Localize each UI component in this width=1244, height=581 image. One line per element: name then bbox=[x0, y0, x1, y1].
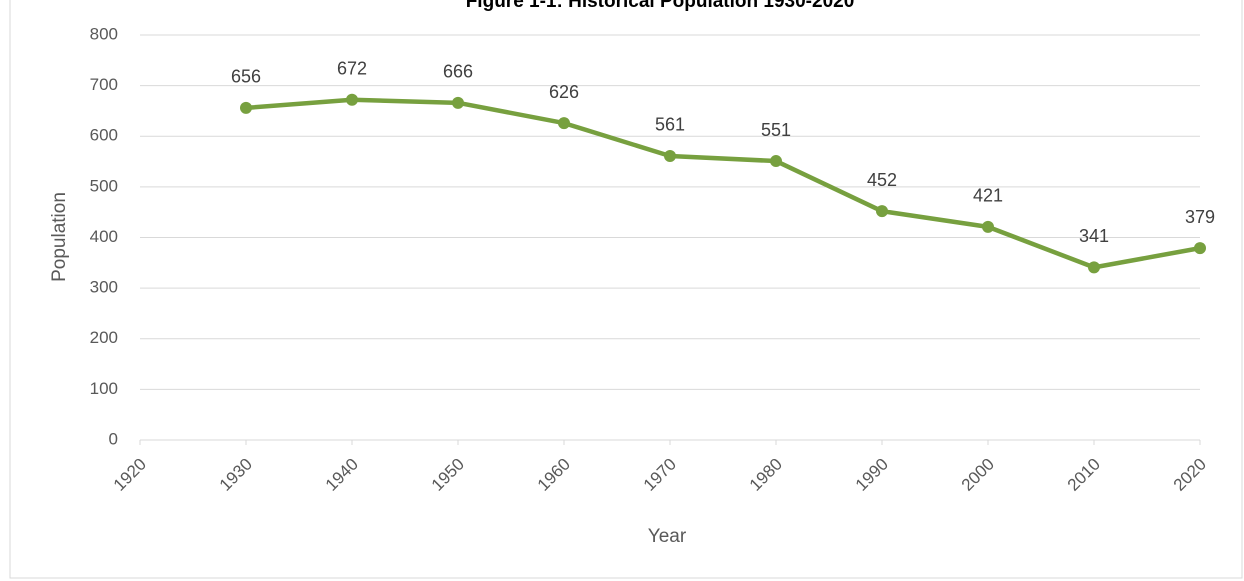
chart-title: Figure 1-1: Historical Population 1930-2… bbox=[466, 0, 855, 12]
line bbox=[245, 97, 1201, 270]
data-label: 452 bbox=[867, 170, 897, 190]
x-tick-label: 2000 bbox=[958, 455, 998, 495]
point bbox=[346, 93, 358, 106]
y-axis-label: Population bbox=[49, 192, 70, 282]
y-tick-label: 500 bbox=[90, 176, 118, 195]
point bbox=[558, 117, 570, 130]
x-tick-label: 2020 bbox=[1170, 455, 1210, 495]
data-label: 551 bbox=[761, 120, 791, 140]
y-tick-label: 400 bbox=[90, 227, 118, 246]
x-tick-label: 1950 bbox=[428, 455, 468, 495]
x-tick-label: 1940 bbox=[322, 455, 362, 495]
x-tick-label: 1930 bbox=[216, 455, 256, 495]
data-label: 421 bbox=[973, 186, 1003, 206]
x-axis-label: Year bbox=[648, 526, 687, 547]
data-label: 379 bbox=[1185, 207, 1215, 227]
point bbox=[770, 155, 782, 168]
data-label: 666 bbox=[443, 62, 473, 82]
point bbox=[876, 205, 888, 218]
data-label: 656 bbox=[231, 67, 261, 87]
chart-border bbox=[9, 0, 1243, 579]
y-tick-label: 100 bbox=[90, 379, 118, 398]
x-tick-label: 1990 bbox=[852, 455, 892, 495]
x-tick-label: 1960 bbox=[534, 455, 574, 495]
x-tick-label: 1970 bbox=[640, 455, 680, 495]
point bbox=[1194, 242, 1206, 255]
x-tick-label: 1920 bbox=[110, 455, 150, 495]
y-tick-label: 600 bbox=[90, 126, 118, 145]
point bbox=[1088, 261, 1100, 274]
y-tick-label: 0 bbox=[109, 429, 118, 448]
y-tick-label: 300 bbox=[90, 278, 118, 297]
point bbox=[982, 220, 994, 233]
x-tick-label: 2010 bbox=[1064, 455, 1104, 495]
point bbox=[452, 96, 464, 109]
data-label: 672 bbox=[337, 59, 367, 79]
data-label: 626 bbox=[549, 82, 579, 102]
point bbox=[240, 101, 252, 114]
y-tick-label: 800 bbox=[90, 24, 118, 43]
x-tick-label: 1980 bbox=[746, 455, 786, 495]
point bbox=[664, 149, 676, 162]
data-label: 561 bbox=[655, 115, 685, 135]
y-tick-label: 700 bbox=[90, 75, 118, 94]
y-tick-label: 200 bbox=[90, 328, 118, 347]
data-label: 341 bbox=[1079, 226, 1109, 246]
